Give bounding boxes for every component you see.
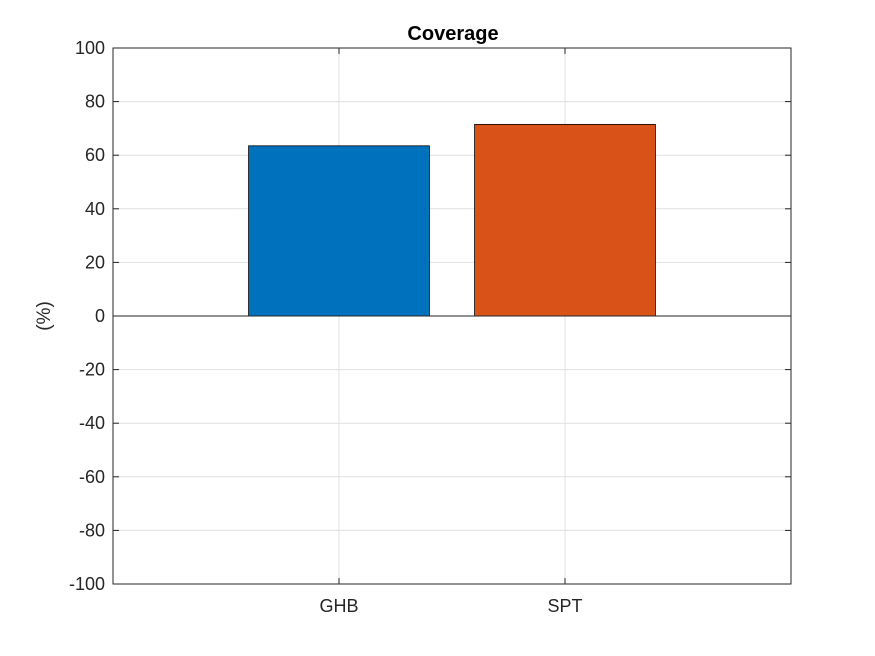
y-tick-label: -40 <box>79 413 105 433</box>
x-tick-label-ghb: GHB <box>319 596 358 616</box>
x-tick-label-spt: SPT <box>547 596 582 616</box>
y-tick-label: 20 <box>85 252 105 272</box>
chart-title: Coverage <box>407 23 498 45</box>
bar-ghb <box>248 145 430 317</box>
y-tick-label: 80 <box>85 92 105 112</box>
y-tick-label: -20 <box>79 360 105 380</box>
y-tick-label: -80 <box>79 520 105 540</box>
y-tick-label: -100 <box>69 574 105 594</box>
y-tick-label: 60 <box>85 145 105 165</box>
y-tick-label: -60 <box>79 467 105 487</box>
y-tick-label: 0 <box>95 306 105 326</box>
y-tick-label: 40 <box>85 199 105 219</box>
bars <box>248 123 656 317</box>
y-axis-label: (%) <box>34 301 55 331</box>
bar-spt <box>474 123 656 317</box>
axis-ticks: -100 -80 -60 -40 -20 0 20 40 60 80 100 GHB SPT <box>69 38 791 616</box>
y-tick-label: 100 <box>75 38 105 58</box>
